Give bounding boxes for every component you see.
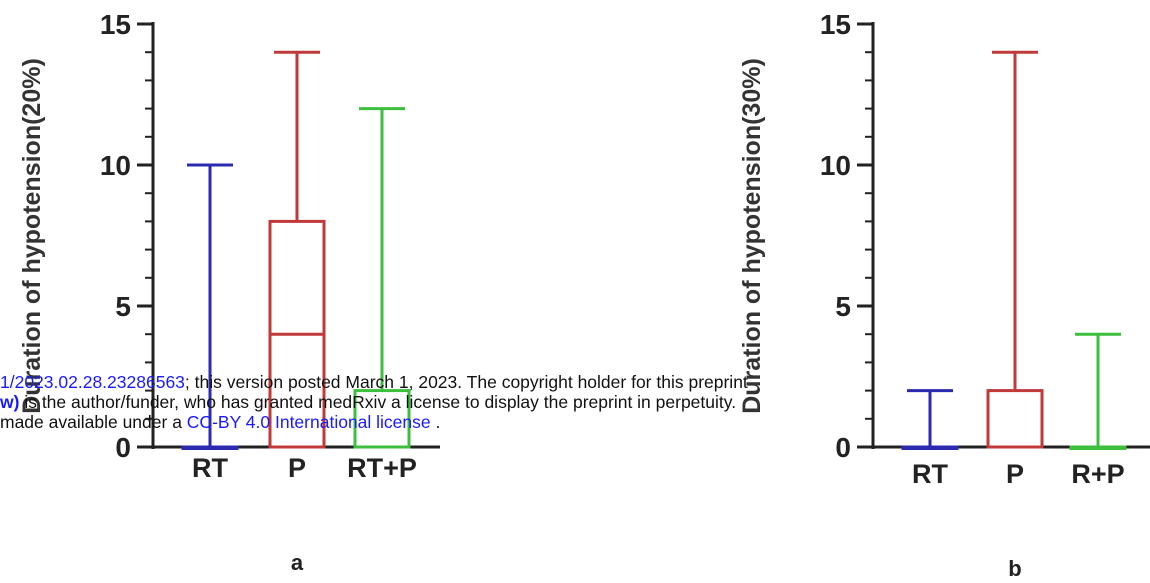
stamp-text-3: made available under a [0,412,187,432]
chart-panel-a: 0 5 10 15 Duration of hypotension(20%) RT P RT+… [18,9,440,575]
doi-link[interactable]: 1/2023.02.28.23286563 [0,372,185,392]
x-category-label: RT [192,453,228,483]
stamp-text-2: is the author/funder, who has granted me… [19,392,737,412]
stamp-line-1: 1/2023.02.28.23286563; this version post… [0,372,980,392]
preprint-stamp: 1/2023.02.28.23286563; this version post… [0,372,980,432]
y-tick-label: 15 [100,9,131,40]
stamp-text-3-end: . [430,412,441,432]
review-link[interactable]: w) [0,392,20,412]
y-tick-label: 0 [115,432,131,463]
x-category-label: RT+P [347,453,417,483]
y-tick-label: 5 [115,291,131,322]
panel-label: b [1008,556,1021,581]
y-tick-label: 10 [820,150,851,181]
chart-panel-b: 0 5 10 15 Duration of hypotension(30%) RT P R+P… [738,9,1150,581]
y-tick-label: 0 [835,432,851,463]
stamp-line-3: made available under a CC-BY 4.0 Interna… [0,412,980,432]
box-plot-p [986,50,1044,449]
y-axis-label: Duration of hypotension(30%) [738,58,766,414]
x-category-label: R+P [1071,459,1124,489]
y-axis-label: Duration of hypotension(20%) [18,58,46,414]
x-category-label: P [1006,459,1024,489]
box-rect [986,389,1044,449]
stamp-text-1: ; this version posted March 1, 2023. The… [184,372,748,392]
stamp-line-2: w) is the author/funder, who has granted… [0,392,980,412]
x-category-label: P [288,453,306,483]
y-tick-label: 15 [820,9,851,40]
license-link[interactable]: CC-BY 4.0 International license [186,412,431,432]
panel-label: a [291,550,304,575]
x-category-label: RT [912,459,948,489]
box-plot-rt [181,163,239,450]
box-plot-rt [901,389,959,450]
box-plot-r-p [1069,332,1127,450]
box-plot-rt-p [353,107,411,449]
y-tick-label: 5 [835,291,851,322]
box-plot-p [268,50,326,449]
y-tick-label: 10 [100,150,131,181]
